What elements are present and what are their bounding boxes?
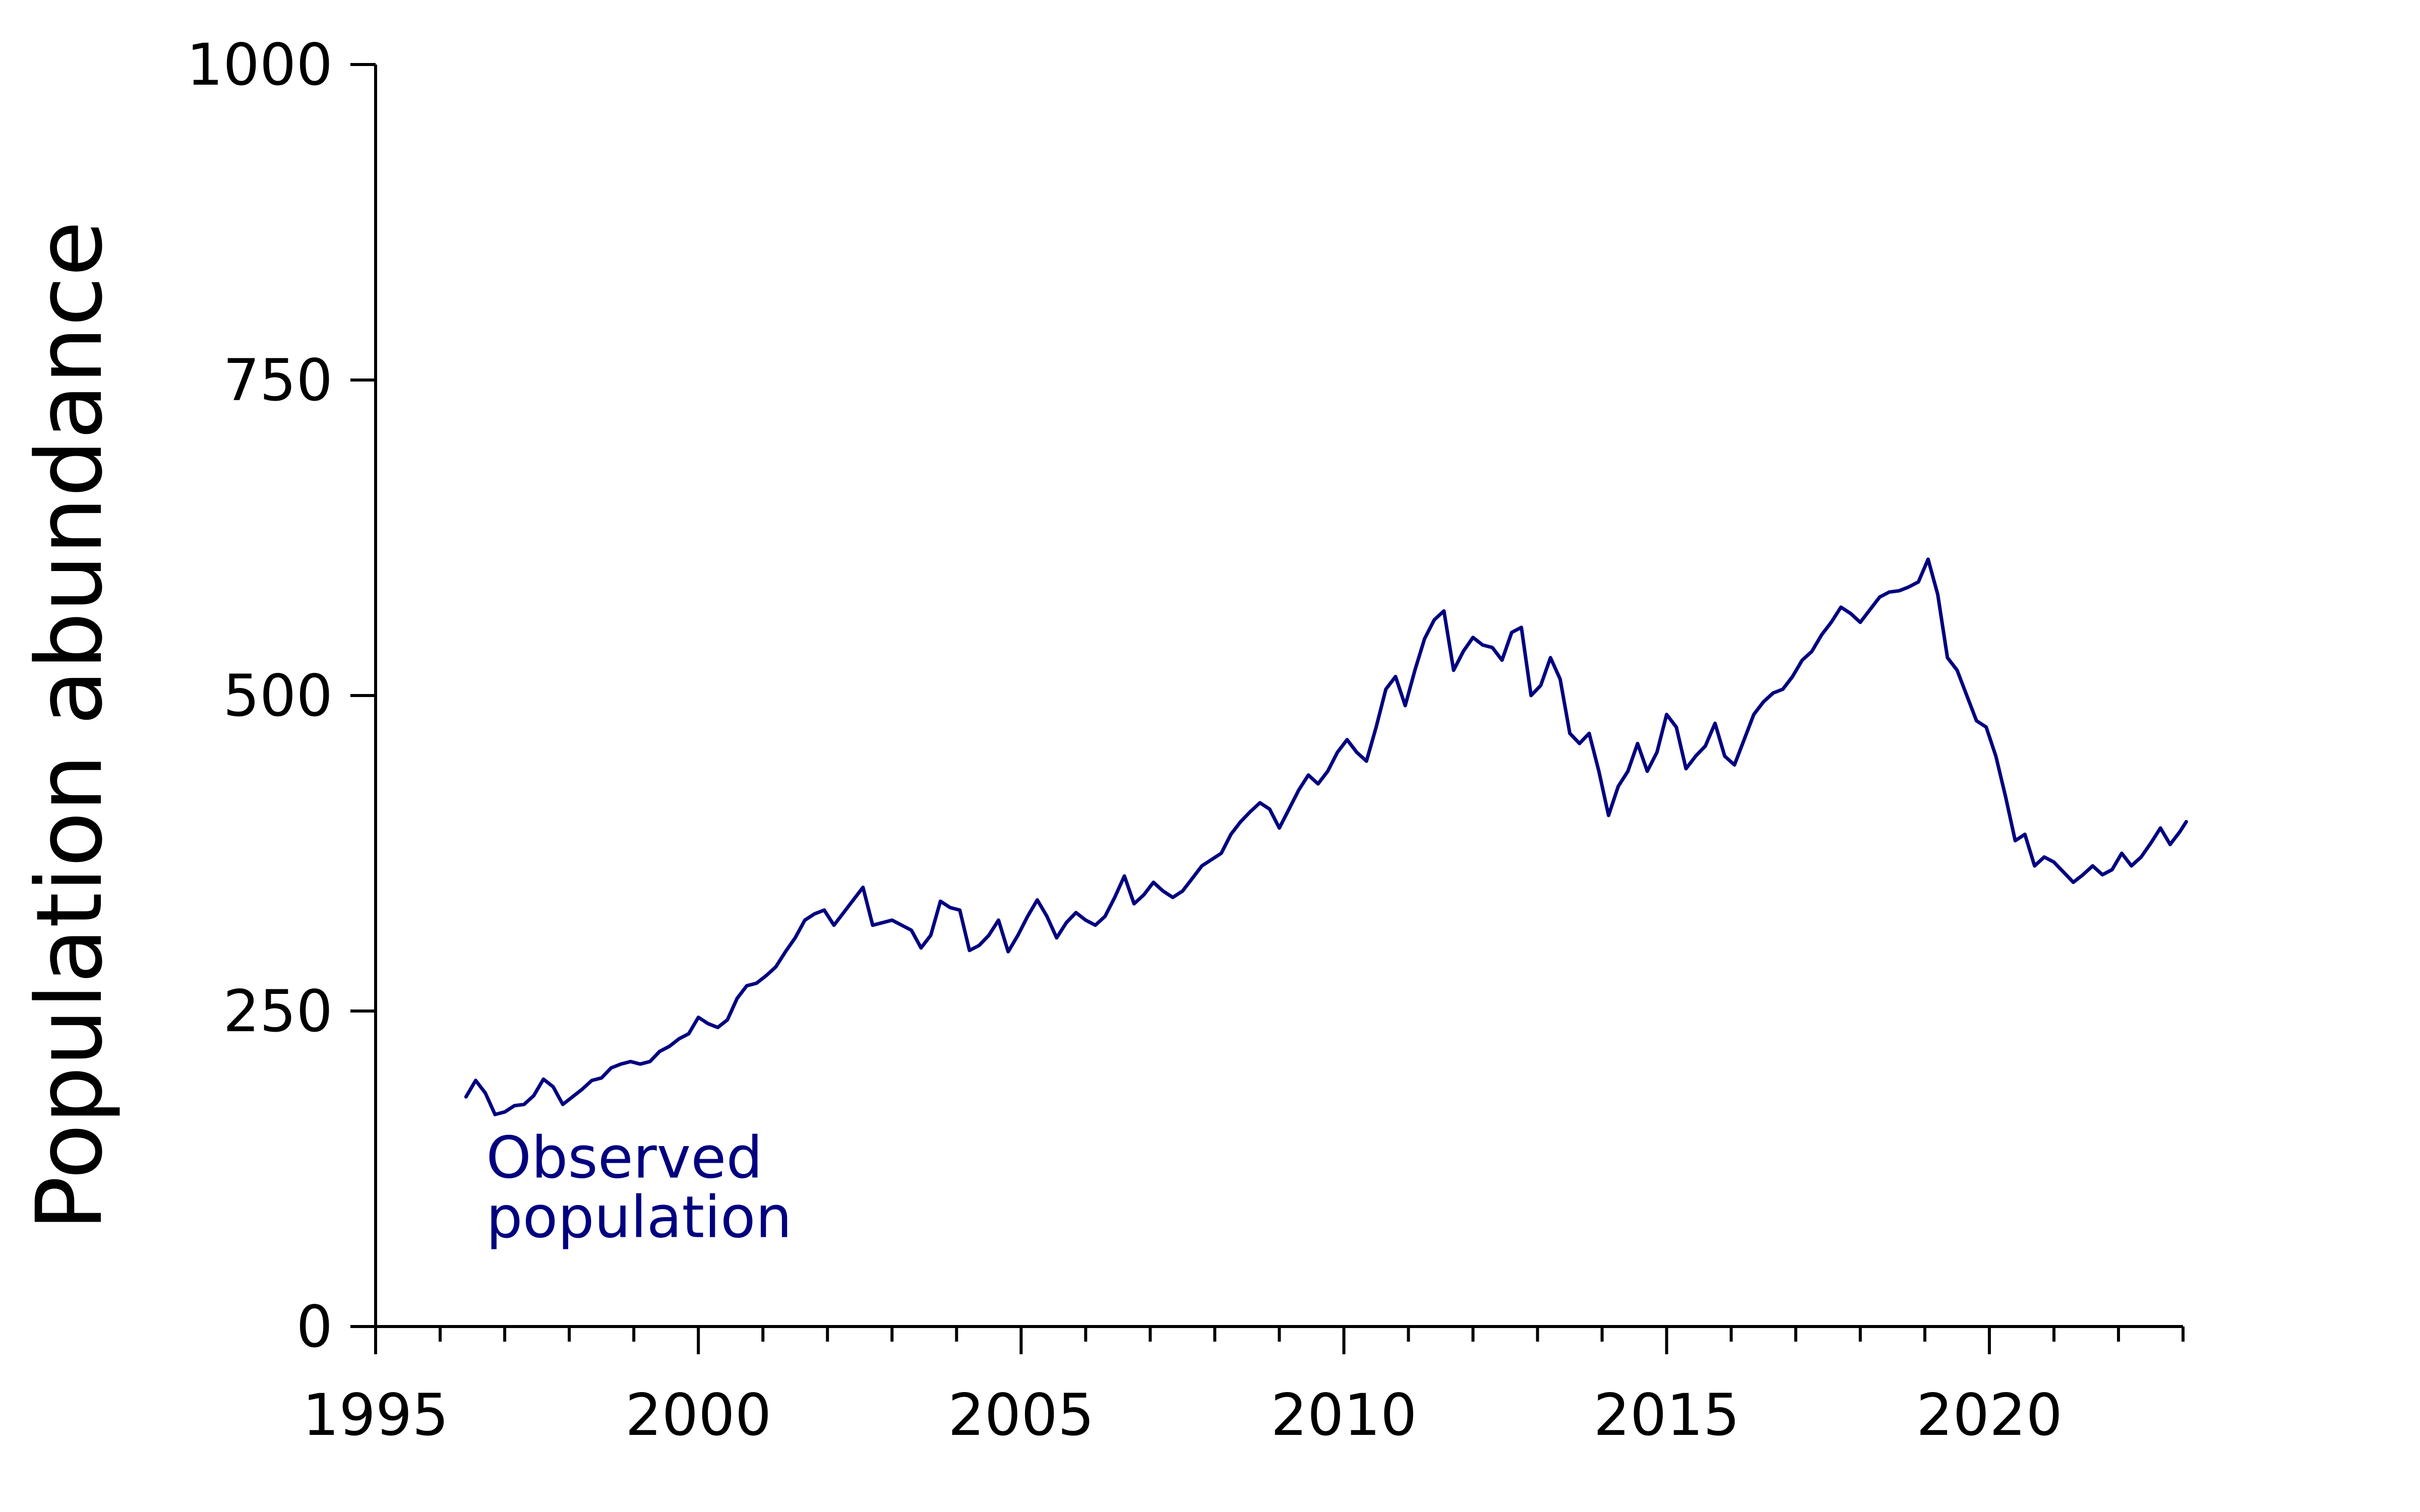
y-tick-label: 250 (223, 978, 333, 1045)
x-tick-label: 2015 (1594, 1381, 1740, 1448)
series-label-line: population (486, 1183, 792, 1250)
series-label: Observed population (486, 1124, 792, 1250)
x-tick-label: 2000 (625, 1381, 771, 1448)
series-line (464, 557, 2188, 1116)
y-axis-ticks: 0 250 500 750 1000 (187, 31, 376, 1360)
y-axis-title: Population abundance (17, 221, 123, 1231)
y-tick-label: 500 (223, 662, 333, 729)
x-axis-ticks: 1995 2000 2005 2010 2015 2020 (302, 1327, 2185, 1448)
y-tick-label: 750 (223, 347, 333, 414)
x-tick-label: 2020 (1916, 1381, 2063, 1448)
series-layer: Observed population (464, 557, 2188, 1250)
y-tick-label: 1000 (187, 31, 333, 98)
x-tick-label: 2005 (948, 1381, 1094, 1448)
x-tick-label: 1995 (302, 1381, 449, 1448)
series-label-line: Observed (486, 1124, 762, 1191)
x-tick-label: 2010 (1270, 1381, 1417, 1448)
y-tick-label: 0 (296, 1293, 333, 1360)
